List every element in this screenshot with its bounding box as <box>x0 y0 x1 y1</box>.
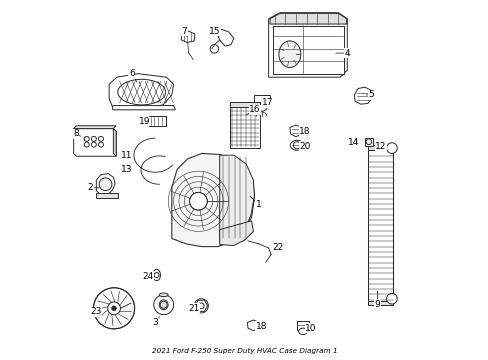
Circle shape <box>84 142 89 147</box>
Circle shape <box>160 301 167 308</box>
Ellipse shape <box>278 41 300 67</box>
Polygon shape <box>289 125 301 137</box>
Text: 19: 19 <box>139 117 150 126</box>
Circle shape <box>255 99 267 111</box>
Polygon shape <box>269 13 346 24</box>
Circle shape <box>210 45 218 53</box>
Text: 21: 21 <box>188 304 200 313</box>
Circle shape <box>84 136 89 141</box>
Bar <box>229 107 259 148</box>
Polygon shape <box>268 13 346 77</box>
Ellipse shape <box>290 140 303 150</box>
Circle shape <box>99 178 112 191</box>
Bar <box>272 26 343 74</box>
Text: 18: 18 <box>255 321 267 330</box>
Circle shape <box>107 302 120 315</box>
Circle shape <box>98 136 103 141</box>
Circle shape <box>293 142 300 149</box>
Text: 6: 6 <box>129 69 134 78</box>
Circle shape <box>98 142 103 147</box>
Text: 1: 1 <box>255 200 261 209</box>
Polygon shape <box>350 138 358 145</box>
Bar <box>367 301 392 305</box>
Text: 24: 24 <box>142 272 153 281</box>
Text: 8: 8 <box>73 130 79 139</box>
Ellipse shape <box>159 293 168 297</box>
Text: 2: 2 <box>87 183 93 192</box>
Text: 17: 17 <box>261 98 273 107</box>
Ellipse shape <box>118 79 165 105</box>
Polygon shape <box>219 221 253 246</box>
Circle shape <box>91 142 96 147</box>
Bar <box>367 150 392 302</box>
Circle shape <box>154 273 159 278</box>
Text: 7: 7 <box>181 27 187 36</box>
Text: 5: 5 <box>368 90 373 99</box>
Polygon shape <box>74 126 116 129</box>
Circle shape <box>189 192 207 210</box>
Text: 4: 4 <box>344 49 349 58</box>
Text: 3: 3 <box>152 318 158 327</box>
Bar <box>253 95 269 102</box>
Polygon shape <box>171 153 254 247</box>
Circle shape <box>194 299 208 313</box>
Text: 20: 20 <box>299 142 310 151</box>
Bar <box>367 145 392 150</box>
Polygon shape <box>195 300 207 311</box>
Ellipse shape <box>298 328 307 334</box>
Circle shape <box>198 303 203 309</box>
Circle shape <box>386 143 396 153</box>
Polygon shape <box>247 320 259 330</box>
Text: 14: 14 <box>347 138 359 147</box>
Text: 12: 12 <box>374 142 386 151</box>
Polygon shape <box>216 30 233 46</box>
Circle shape <box>93 288 134 329</box>
Text: 23: 23 <box>90 307 101 316</box>
Bar <box>296 321 309 329</box>
Polygon shape <box>74 129 116 156</box>
Bar <box>96 193 118 198</box>
Polygon shape <box>181 31 195 42</box>
Text: 11: 11 <box>121 152 132 161</box>
Circle shape <box>153 295 173 315</box>
Text: 9: 9 <box>374 300 380 309</box>
Polygon shape <box>112 105 175 110</box>
Ellipse shape <box>152 269 160 281</box>
Polygon shape <box>109 74 173 109</box>
Polygon shape <box>96 174 115 195</box>
Circle shape <box>91 136 96 141</box>
Circle shape <box>111 306 116 311</box>
Polygon shape <box>113 129 116 156</box>
Text: 2021 Ford F-250 Super Duty HVAC Case Diagram 1: 2021 Ford F-250 Super Duty HVAC Case Dia… <box>151 348 337 354</box>
Bar <box>229 102 259 107</box>
Text: 16: 16 <box>249 105 261 114</box>
Bar <box>148 116 165 126</box>
Polygon shape <box>354 87 372 104</box>
Ellipse shape <box>159 300 168 310</box>
Text: 10: 10 <box>305 324 316 333</box>
Text: 13: 13 <box>121 165 132 174</box>
Text: 15: 15 <box>208 27 220 36</box>
Circle shape <box>366 139 371 145</box>
Text: 22: 22 <box>272 243 283 252</box>
Polygon shape <box>364 138 372 145</box>
Circle shape <box>386 293 396 304</box>
Text: 18: 18 <box>298 127 310 136</box>
Polygon shape <box>219 155 254 240</box>
